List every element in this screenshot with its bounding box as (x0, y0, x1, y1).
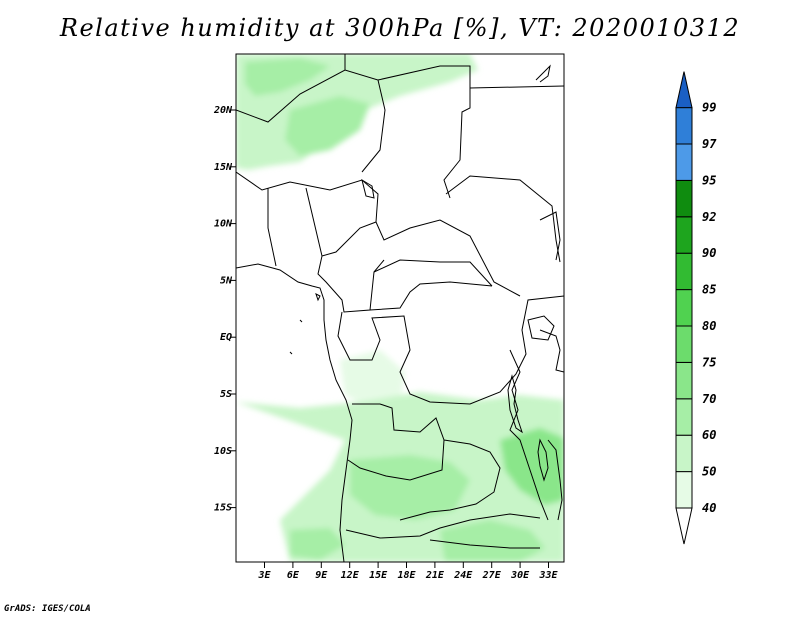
lat-tick-label: 20N (213, 105, 233, 116)
lat-tick-label: 10N (214, 219, 233, 230)
lat-tick-label: 10S (214, 446, 232, 457)
lon-tick-label: 3E (257, 570, 271, 581)
border-sahel (236, 171, 521, 297)
border-angola (347, 403, 501, 521)
colorbar-bin (675, 179, 693, 218)
lake-victoria (527, 315, 555, 341)
coast-red-sea (535, 64, 551, 83)
latitude-axis: 20N 15N 10N 5N EQ 5S 10S 15S (213, 105, 236, 514)
lon-tick-label: 6E (287, 570, 300, 581)
country-borders (236, 54, 564, 562)
lake-tanganyika (507, 374, 523, 434)
map-frame (235, 53, 565, 563)
coastline-west-africa (236, 263, 353, 562)
plot-title: Relative humidity at 300hPa [%], VT: 202… (59, 14, 741, 42)
humidity-region-central (340, 350, 405, 408)
border-south (345, 513, 541, 549)
border-car (369, 259, 493, 311)
border-north-b (344, 54, 471, 199)
colorbar-label: 97 (702, 137, 717, 151)
colorbar-label: 40 (702, 501, 716, 515)
colorbar-label: 70 (702, 392, 716, 406)
colorbar-bin (675, 252, 693, 291)
humidity-shading (236, 54, 564, 562)
longitude-axis: 3E 6E 9E 12E 15E 18E 21E 24E 27E 30E 33E (257, 562, 559, 581)
lat-tick-label: 15N (214, 162, 233, 173)
colorbar-bin (675, 325, 693, 363)
colorbar: 40 50 60 70 75 80 85 90 92 95 97 99 (675, 71, 717, 545)
lat-tick-label: 5S (220, 389, 232, 400)
colorbar-bin (675, 434, 693, 473)
lon-tick-label: 33E (538, 570, 558, 581)
lon-tick-label: 18E (397, 570, 416, 581)
colorbar-bin (675, 71, 693, 109)
colorbar-label: 50 (702, 465, 716, 479)
humidity-region-north-band (285, 96, 370, 156)
border-cameroon (317, 255, 385, 313)
colorbar-label: 80 (702, 319, 716, 333)
lake-chad (361, 178, 375, 199)
colorbar-label: 90 (702, 246, 716, 260)
border-sudan (445, 175, 561, 263)
colorbar-bin (675, 289, 693, 327)
humidity-region-north-core (245, 58, 330, 96)
lon-tick-label: 21E (425, 570, 445, 581)
border-north-a (236, 69, 386, 173)
colorbar-bin (675, 216, 693, 254)
lon-tick-label: 9E (315, 570, 328, 581)
colorbar-label: 60 (702, 428, 716, 442)
lake-malawi (537, 438, 549, 482)
lat-tick-label: 5N (220, 275, 233, 286)
lat-tick-label: EQ (220, 332, 232, 343)
islands-gulf (289, 293, 321, 355)
border-east-top (469, 85, 564, 89)
humidity-region-east (500, 428, 564, 505)
humidity-region-southeast (440, 520, 545, 562)
border-nigeria (267, 187, 377, 267)
colorbar-label: 75 (702, 355, 716, 369)
lon-tick-label: 12E (341, 570, 360, 581)
humidity-region-south-core (350, 455, 470, 520)
lon-tick-label: 15E (369, 570, 388, 581)
coastline-east-africa (539, 211, 563, 521)
lon-tick-label: 30E (510, 570, 530, 581)
colorbar-label: 99 (702, 101, 716, 115)
colorbar-bin (675, 143, 693, 181)
colorbar-bin (675, 361, 693, 400)
lon-tick-label: 24E (453, 570, 473, 581)
border-congo (337, 295, 564, 405)
colorbar-bin (675, 398, 693, 436)
lat-tick-label: 15S (214, 503, 232, 514)
colorbar-label: 92 (702, 210, 716, 224)
grads-credit: GrADS: IGES/COLA (4, 604, 91, 614)
colorbar-bin (675, 471, 693, 509)
colorbar-label: 95 (702, 173, 716, 187)
humidity-region-southwest (290, 528, 345, 560)
colorbar-label: 85 (702, 283, 716, 297)
colorbar-bin (675, 107, 693, 145)
lon-tick-label: 27E (482, 570, 502, 581)
colorbar-bin (675, 507, 693, 545)
